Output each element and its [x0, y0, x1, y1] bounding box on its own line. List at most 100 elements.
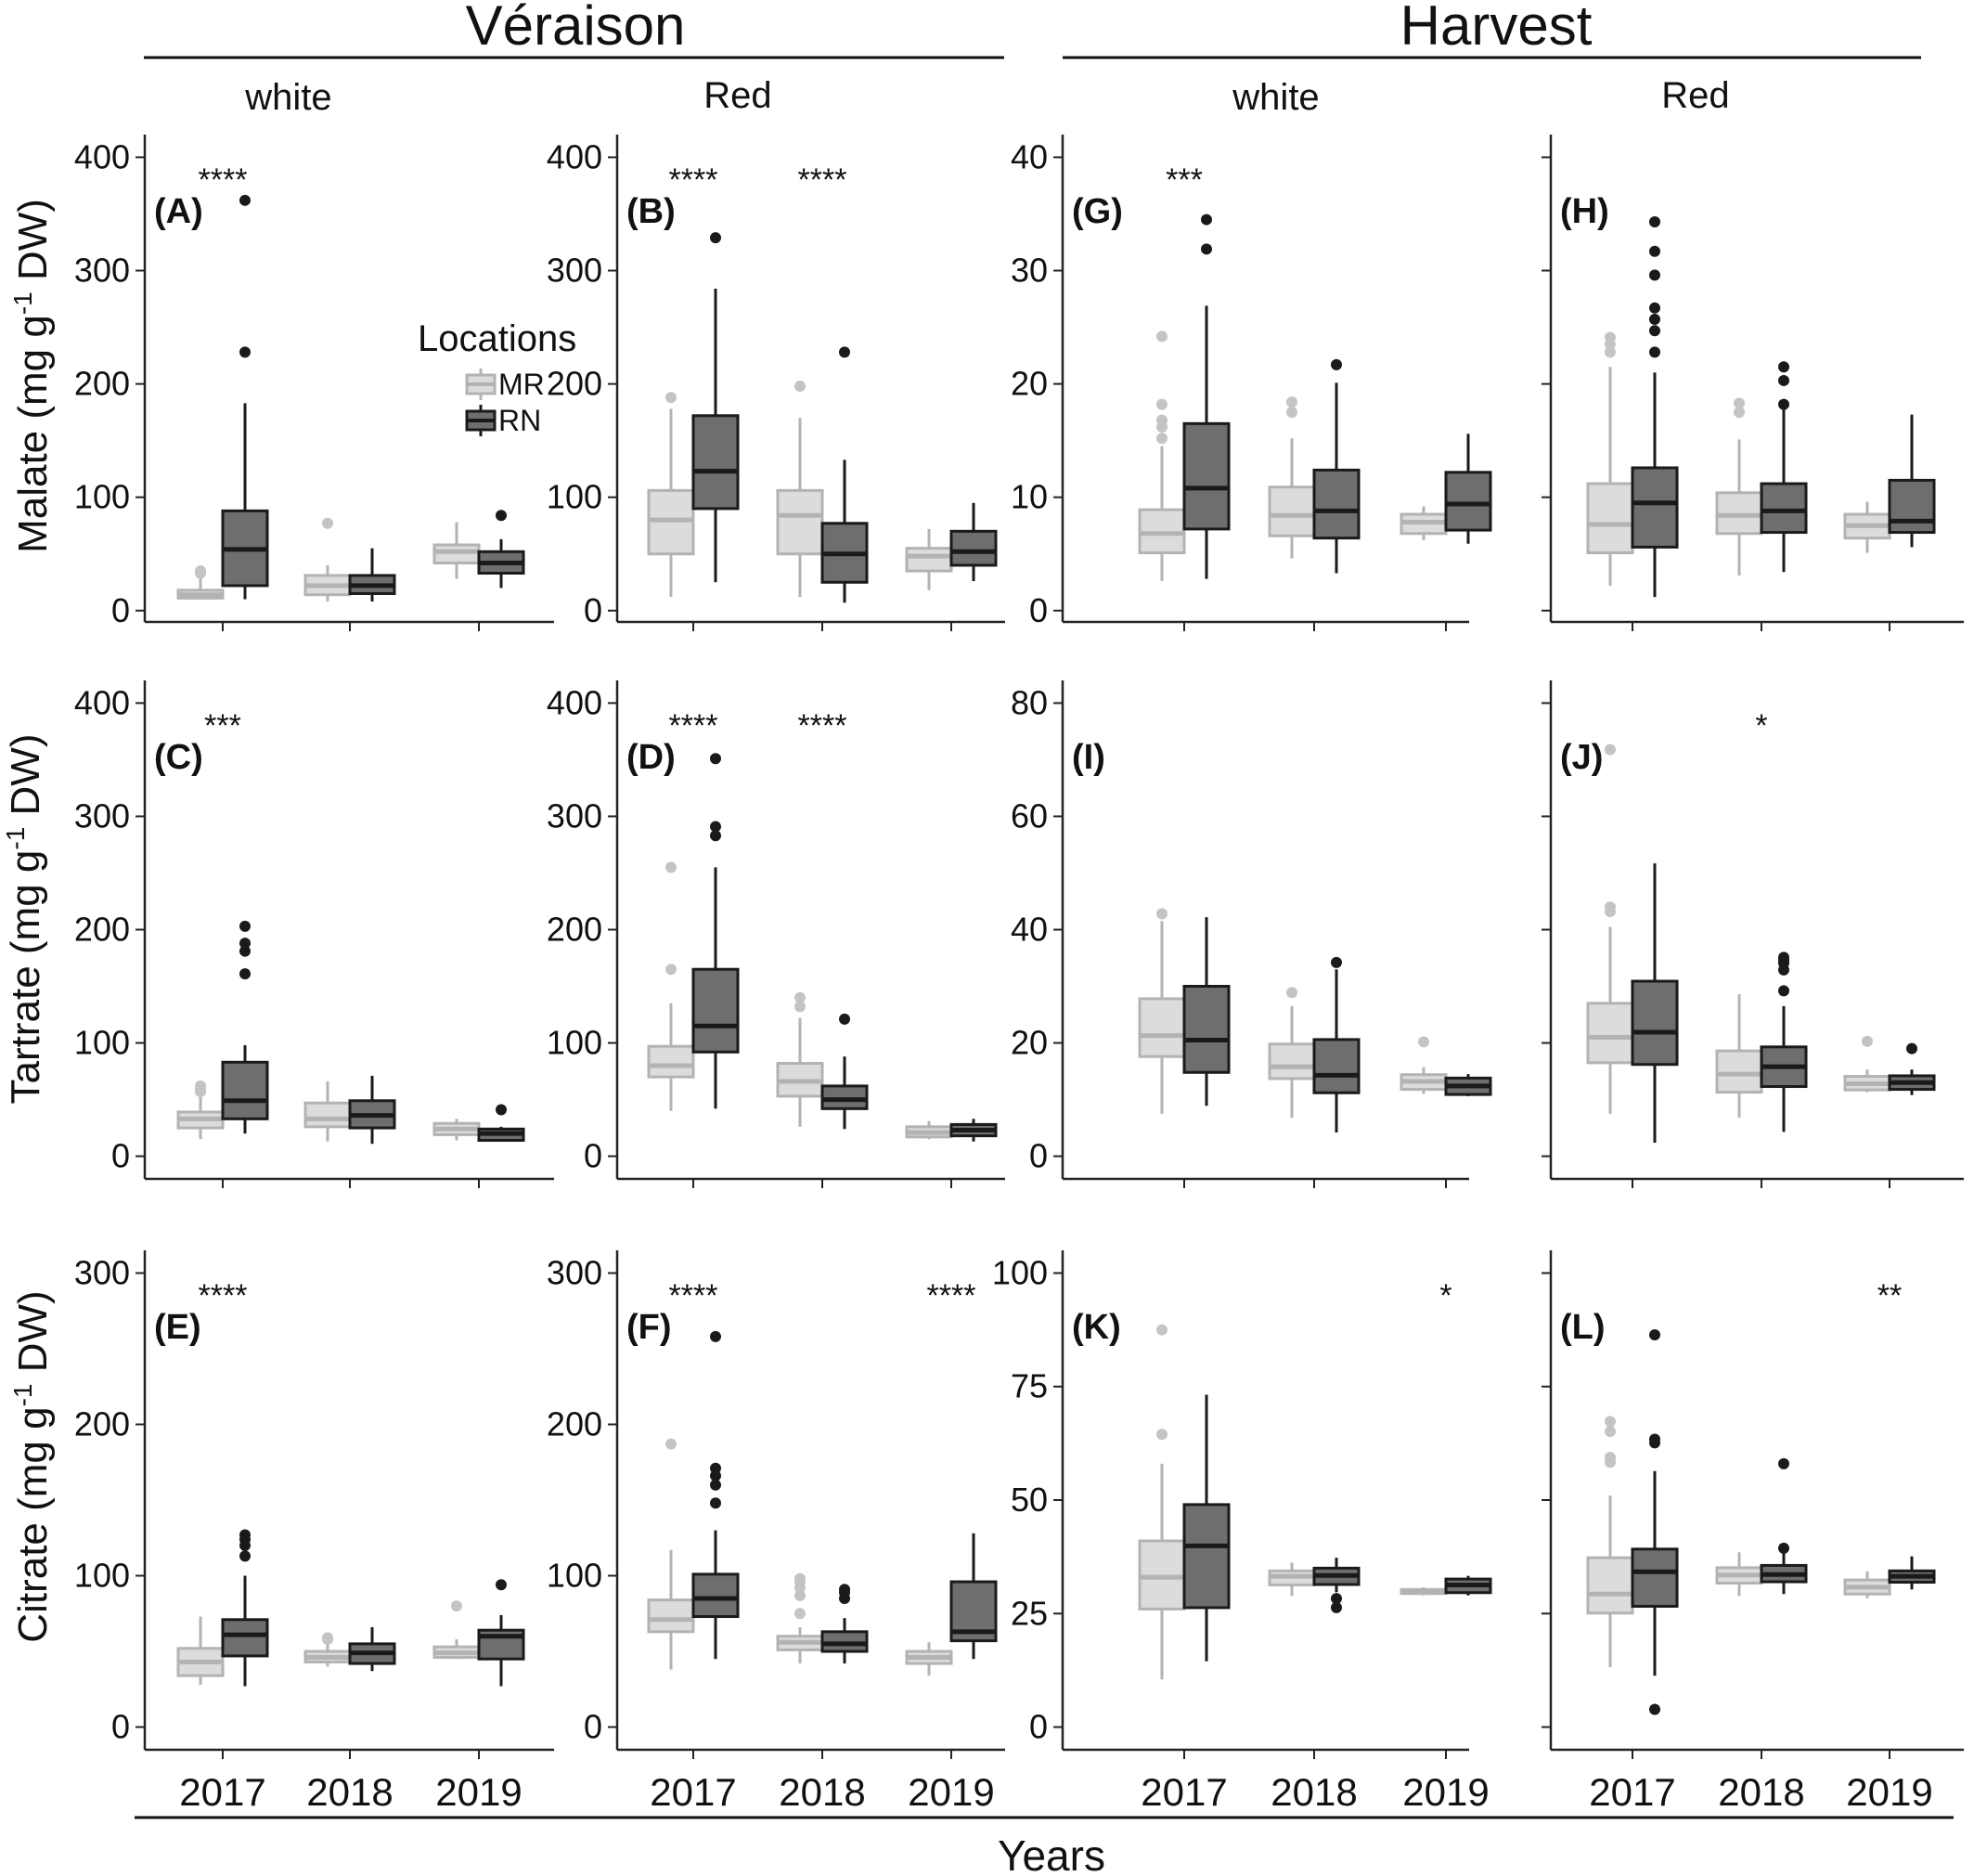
significance-label: **** [798, 162, 847, 198]
box-body [691, 414, 740, 511]
box-mr-2019 [905, 1120, 953, 1140]
box-rn-2017 [1631, 216, 1679, 598]
outlier-point [1201, 213, 1212, 226]
outlier-point [239, 945, 251, 957]
panel-label: (D) [626, 738, 676, 777]
outlier-point [1778, 951, 1789, 964]
significance-label: **** [669, 708, 718, 744]
box-mr-2019 [1400, 1036, 1448, 1094]
box-mr-2017 [1586, 1416, 1634, 1667]
significance-label: ** [1877, 1278, 1902, 1313]
outlier-point [1156, 414, 1168, 426]
outlier-point [1649, 302, 1660, 314]
outlier-point [665, 1438, 677, 1450]
legend: Locations MR RN [418, 318, 576, 437]
outlier-point [794, 1608, 806, 1620]
outlier-point [710, 753, 721, 765]
box-mr-2019 [432, 1600, 481, 1660]
y-tick-label: 100 [547, 1557, 602, 1595]
box-rn-2018 [348, 1075, 396, 1145]
box-mr-2018 [1715, 397, 1763, 576]
outlier-point [322, 1632, 333, 1644]
outlier-point [1156, 908, 1168, 920]
y-tick-label: 0 [584, 1137, 602, 1175]
panel-k: 0 25 50 75 100 2017 2018 2019 (K) * [992, 1250, 1492, 1814]
box-rn-2017 [221, 194, 269, 600]
outlier-point [1418, 1036, 1429, 1048]
y-tick-label: 400 [547, 137, 602, 175]
panel-label: (L) [1560, 1308, 1606, 1347]
y-tick-label: 200 [74, 365, 130, 403]
panels: 0100200300400(A)****0100200300400(B)****… [74, 135, 1964, 1814]
box-mr-2018 [1715, 1552, 1763, 1597]
y-tick-label: 0 [584, 1708, 602, 1746]
x-tick-label-2019: 2019 [908, 1770, 994, 1814]
box-rn-2018 [1760, 361, 1808, 573]
y-tick-label: 80 [1011, 683, 1048, 721]
y-tick-label: 100 [74, 478, 130, 516]
box-mr-2019 [432, 1119, 481, 1141]
box-mr-2017 [647, 1438, 695, 1670]
panel-i: 0 20 40 60 80 (I) [1011, 680, 1492, 1188]
panel-l: 2017 2018 2019 (L) ** [1542, 1250, 1964, 1814]
panel-h: (H) [1542, 135, 1964, 631]
outlier-point [1862, 1035, 1873, 1047]
box-body [905, 547, 953, 573]
y-tick-label: 400 [74, 137, 130, 175]
y-tick-label: 400 [547, 683, 602, 721]
outlier-point [1649, 1328, 1660, 1340]
y-tick-label: 0 [1029, 1708, 1048, 1746]
y-tick-label: 25 [1011, 1594, 1048, 1632]
outlier-point [794, 1572, 806, 1585]
outlier-point [1778, 1542, 1789, 1554]
y-tick-label: 100 [74, 1557, 130, 1595]
y-label-tartrate: Tartrate (mg g-1 DW) [1, 734, 48, 1105]
box-rn-2018 [820, 1013, 869, 1130]
outlier-point [1649, 216, 1660, 228]
panel-label: (H) [1560, 192, 1609, 231]
box-body [1888, 478, 1936, 535]
outlier-point [665, 861, 677, 873]
subtitle-harvest-white: white [1232, 77, 1319, 118]
y-tick-label: 300 [74, 252, 130, 290]
subtitle-harvest-red: Red [1661, 75, 1729, 116]
x-tick-label-2018: 2018 [1718, 1770, 1804, 1814]
outlier-point [1649, 245, 1660, 257]
outlier-point [710, 1462, 721, 1474]
significance-label: **** [199, 162, 248, 198]
outlier-point [1331, 1601, 1342, 1613]
outlier-point [1605, 901, 1616, 913]
outlier-point [1286, 407, 1297, 419]
x-tick-label-2018: 2018 [306, 1770, 393, 1814]
outlier-point [839, 1013, 850, 1025]
outlier-point [839, 346, 850, 358]
y-tick-label: 20 [1011, 1024, 1048, 1062]
x-tick-label-2019: 2019 [1846, 1770, 1932, 1814]
y-tick-label: 0 [1029, 1137, 1048, 1175]
y-tick-label: 300 [74, 796, 130, 834]
outlier-point [1778, 361, 1789, 373]
outlier-point [1156, 398, 1168, 410]
outlier-point [1286, 396, 1297, 408]
box-mr-2017 [647, 861, 695, 1111]
outlier-point [1649, 1703, 1660, 1715]
outlier-point [239, 1550, 251, 1562]
box-rn-2017 [691, 1330, 740, 1660]
box-body [303, 1101, 352, 1129]
outlier-point [496, 510, 507, 522]
box-body [1312, 468, 1361, 540]
outlier-point [710, 1330, 721, 1342]
panel-j: (J) * [1542, 680, 1964, 1188]
legend-label-mr: MR [498, 368, 545, 401]
outlier-point [1649, 1433, 1660, 1445]
box-mr-2018 [1268, 396, 1316, 559]
subtitle-veraison-red: Red [703, 75, 771, 116]
y-tick-label: 40 [1011, 911, 1048, 949]
outlier-point [710, 830, 721, 842]
y-tick-label: 200 [547, 911, 602, 949]
y-tick-label: 100 [74, 1024, 130, 1062]
box-body [1138, 997, 1186, 1058]
box-rn-2017 [1182, 213, 1231, 579]
